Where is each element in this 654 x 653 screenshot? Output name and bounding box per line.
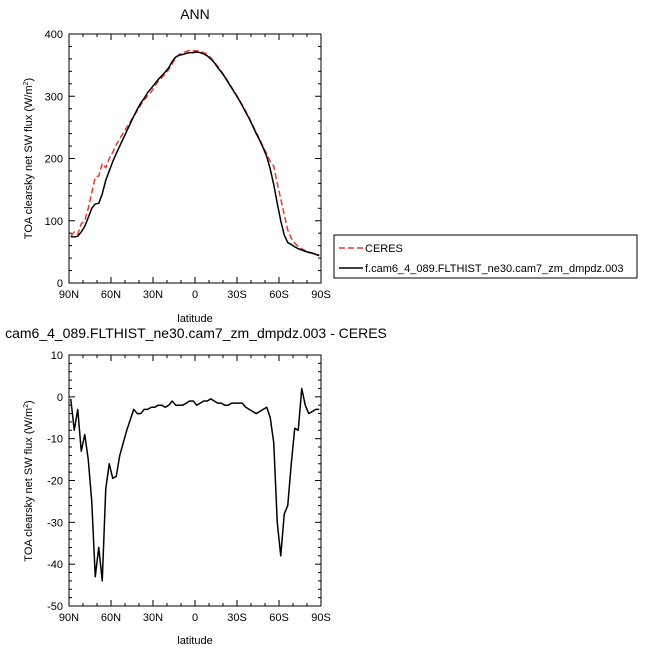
top-series-lines bbox=[70, 49, 320, 257]
bottom-series-lines bbox=[70, 387, 320, 582]
bottom-chart-title: cam6_4_089.FLTHIST_ne30.cam7_zm_dmpdz.00… bbox=[5, 325, 387, 341]
bottom-x-tick-label: 90N bbox=[59, 612, 79, 624]
bottom-y-tick-label: -20 bbox=[47, 476, 63, 488]
bottom-y-tick-label: -10 bbox=[47, 434, 63, 446]
bottom-tick-labels: 90N 60N 30N 0 30S 60S 90S -50 -40 -30 -20 -10 0 10 bbox=[47, 350, 331, 624]
bottom-x-tick-label: 0 bbox=[192, 612, 198, 624]
top-x-axis-label: latitude bbox=[177, 313, 212, 325]
top-y-tick-label: 400 bbox=[45, 29, 63, 41]
top-x-tick-label: 90N bbox=[59, 289, 79, 301]
top-tick-labels: 90N 60N 30N 0 30S 60S 90S 0 100 200 300 400 bbox=[45, 29, 331, 301]
top-x-tick-label: 60S bbox=[269, 289, 289, 301]
top-series-line-0 bbox=[70, 49, 320, 256]
bottom-plot-frame bbox=[68, 354, 322, 607]
top-x-tick-label: 60N bbox=[101, 289, 121, 301]
top-x-tick-label: 90S bbox=[311, 289, 331, 301]
legend-box bbox=[333, 234, 638, 279]
bottom-series-line-0 bbox=[70, 387, 320, 582]
bottom-y-tick-label: 10 bbox=[51, 350, 63, 362]
top-y-tick-label: 100 bbox=[45, 216, 63, 228]
top-panel: ANN 90N 60N 30N 0 30S 60S 90S 0 100 200 300 400 lat… bbox=[23, 6, 331, 325]
top-series-line-1 bbox=[70, 51, 320, 257]
bottom-y-tick-label: 0 bbox=[57, 392, 63, 404]
top-x-tick-label: 30N bbox=[143, 289, 163, 301]
legend-label-model: f.cam6_4_089.FLTHIST_ne30.cam7_zm_dmpdz.… bbox=[365, 263, 623, 275]
bottom-y-axis-label: TOA clearsky net SW flux (W/m2) bbox=[23, 400, 35, 561]
bottom-panel: cam6_4_089.FLTHIST_ne30.cam7_zm_dmpdz.00… bbox=[5, 325, 387, 647]
bottom-x-tick-label: 30S bbox=[227, 612, 247, 624]
bottom-y-tick-label: -40 bbox=[47, 559, 63, 571]
top-x-tick-label: 0 bbox=[192, 289, 198, 301]
bottom-y-tick-label: -50 bbox=[47, 601, 63, 613]
top-plot-frame bbox=[68, 33, 322, 284]
top-y-tick-label: 0 bbox=[57, 278, 63, 290]
bottom-x-tick-label: 60N bbox=[101, 612, 121, 624]
top-y-tick-label: 200 bbox=[45, 154, 63, 166]
top-x-tick-label: 30S bbox=[227, 289, 247, 301]
top-chart-title: ANN bbox=[180, 6, 210, 22]
top-y-tick-label: 300 bbox=[45, 91, 63, 103]
bottom-x-tick-label: 90S bbox=[311, 612, 331, 624]
bottom-y-tick-label: -30 bbox=[47, 517, 63, 529]
legend-label-ceres: CERES bbox=[365, 243, 403, 255]
top-axes-ticks bbox=[68, 33, 322, 284]
bottom-x-tick-label: 60S bbox=[269, 612, 289, 624]
legend: CERES f.cam6_4_089.FLTHIST_ne30.cam7_zm_… bbox=[333, 234, 638, 279]
bottom-x-tick-label: 30N bbox=[143, 612, 163, 624]
top-y-axis-label: TOA clearsky net SW flux (W/m2) bbox=[23, 78, 35, 239]
bottom-x-axis-label: latitude bbox=[177, 635, 212, 647]
